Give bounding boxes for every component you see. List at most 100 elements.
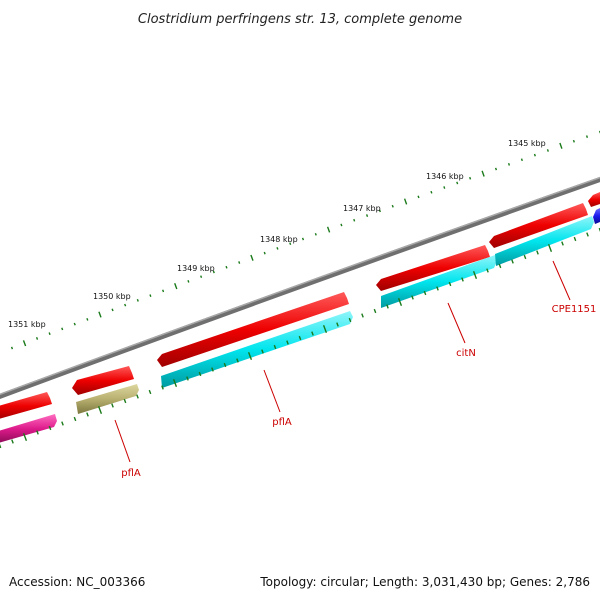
- inner-tick: [186, 376, 189, 381]
- scale-minor-tick: [533, 153, 536, 157]
- inner-tick: [472, 270, 478, 280]
- inner-tick: [286, 340, 289, 345]
- scale-label-1350: 1350 kbp: [93, 292, 131, 301]
- scale-minor-tick: [456, 181, 459, 185]
- inner-tick: [123, 398, 127, 404]
- inner-tick: [311, 331, 314, 336]
- scale-minor-tick: [353, 218, 356, 222]
- scale-minor-tick: [546, 149, 549, 152]
- scale-minor-tick: [111, 308, 114, 312]
- scale-major-tick: [326, 226, 331, 233]
- scale-label-1351: 1351 kbp: [8, 320, 46, 329]
- inner-tick: [547, 243, 553, 253]
- scale-label-1348: 1348 kbp: [260, 235, 298, 244]
- gene-label-CPE1151: CPE1151: [552, 304, 597, 315]
- gene-reverse-cyan-1[interactable]: [161, 311, 353, 388]
- gene-labels: pflA pflA citN CPE1151: [121, 304, 596, 479]
- inner-tick: [22, 432, 28, 442]
- inner-tick: [11, 439, 14, 444]
- inner-tick: [261, 349, 264, 354]
- scale-minor-tick: [212, 270, 215, 274]
- inner-tick: [498, 263, 502, 269]
- scale-minor-tick: [86, 317, 89, 321]
- inner-tick: [511, 259, 514, 264]
- inner-tick: [273, 344, 277, 350]
- genome-backbone: [0, 176, 600, 399]
- inner-tick: [61, 421, 64, 426]
- gene-label-pflA-2: pflA: [272, 417, 292, 428]
- scale-labels: 1351 kbp 1350 kbp 1349 kbp 1348 kbp 1347…: [8, 139, 546, 329]
- inner-tick: [198, 371, 202, 377]
- scale-label-1349: 1349 kbp: [177, 264, 215, 273]
- inner-tick: [397, 297, 403, 307]
- scale-minor-tick: [238, 261, 241, 264]
- inner-tick: [436, 286, 439, 291]
- leader-pflA-1: [114, 419, 131, 463]
- scale-minor-tick: [469, 176, 472, 180]
- gene-forward-1[interactable]: [0, 392, 52, 420]
- scale-major-tick: [98, 311, 102, 318]
- scale-major-tick: [250, 254, 254, 261]
- inner-tick: [561, 241, 564, 246]
- gene-reverse-blue[interactable]: [593, 208, 600, 224]
- inner-tick: [86, 412, 89, 417]
- inner-tick: [411, 295, 414, 300]
- inner-tick: [361, 313, 364, 318]
- scale-major-tick: [403, 198, 408, 205]
- inner-tick: [423, 290, 427, 296]
- gene-forward-5[interactable]: [489, 203, 588, 248]
- scale-ring: [10, 130, 600, 350]
- inner-tick: [386, 304, 389, 309]
- scale-minor-tick: [225, 265, 228, 269]
- inner-tick: [223, 362, 227, 368]
- inner-tick: [298, 335, 302, 341]
- scale-minor-tick: [340, 223, 343, 227]
- scale-minor-tick: [378, 209, 381, 213]
- gene-forward-4[interactable]: [376, 245, 490, 291]
- scale-label-1347: 1347 kbp: [343, 204, 381, 213]
- inner-tick: [448, 281, 452, 287]
- scale-major-tick: [559, 142, 563, 149]
- gene-reverse-cyan-2[interactable]: [381, 255, 497, 308]
- inner-tick-ring: [0, 227, 600, 449]
- inner-tick: [48, 425, 52, 431]
- inner-tick: [97, 405, 103, 415]
- gene-reverse-olive[interactable]: [76, 384, 139, 414]
- scale-minor-tick: [572, 139, 575, 143]
- scale-minor-tick: [136, 298, 139, 302]
- scale-minor-tick: [520, 158, 523, 162]
- inner-tick: [36, 430, 39, 435]
- leader-citN: [447, 302, 466, 344]
- inner-tick: [111, 403, 114, 408]
- inner-tick: [236, 358, 239, 363]
- scale-minor-tick: [507, 162, 511, 166]
- scale-minor-tick: [494, 167, 498, 171]
- gene-forward-2[interactable]: [72, 366, 134, 395]
- gene-label-citN: citN: [456, 348, 476, 359]
- reverse-genes: [0, 208, 600, 444]
- inner-tick: [211, 367, 214, 372]
- inner-tick: [247, 351, 253, 361]
- inner-tick: [536, 250, 539, 255]
- genome-backbone-highlight: [0, 176, 600, 396]
- inner-tick: [523, 254, 527, 260]
- inner-tick: [73, 416, 77, 422]
- leader-pflA-2: [263, 369, 281, 413]
- inner-tick: [322, 324, 328, 334]
- inner-tick: [586, 232, 589, 237]
- gene-reverse-cyan-3[interactable]: [495, 216, 594, 266]
- inner-tick: [348, 317, 352, 323]
- scale-minor-tick: [149, 294, 152, 297]
- gene-reverse-magenta[interactable]: [0, 414, 57, 444]
- gene-forward-3[interactable]: [157, 292, 349, 367]
- scale-minor-tick: [430, 190, 433, 194]
- inner-tick: [172, 378, 178, 388]
- inner-tick: [0, 443, 2, 449]
- scale-major-tick: [174, 283, 178, 290]
- scale-minor-tick: [35, 337, 39, 340]
- accession-text: Accession: NC_003366: [9, 575, 145, 589]
- gene-forward-6[interactable]: [588, 192, 600, 207]
- inner-tick: [573, 236, 577, 242]
- scale-minor-tick: [124, 303, 127, 307]
